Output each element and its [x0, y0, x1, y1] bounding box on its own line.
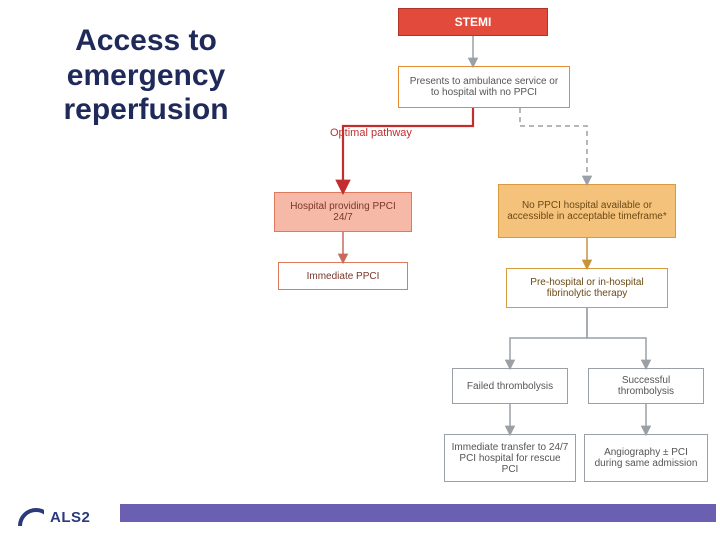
node-success: Successful thrombolysis [588, 368, 704, 404]
node-immediate_ppci: Immediate PPCI [278, 262, 408, 290]
node-fibrinolytic: Pre-hospital or in-hospital fibrinolytic… [506, 268, 668, 308]
node-hosp247: Hospital providing PPCI 24/7 [274, 192, 412, 232]
edge-fibrinolytic-failed [510, 308, 587, 368]
node-angiography: Angiography ± PCI during same admission [584, 434, 708, 482]
footer-logo: ALS2 [18, 508, 90, 526]
optimal-pathway-label: Optimal pathway [330, 127, 412, 139]
node-presents: Presents to ambulance service or to hosp… [398, 66, 570, 108]
edge-presents-hosp247 [343, 108, 473, 192]
edge-presents-no_ppci [520, 108, 587, 184]
node-failed: Failed thrombolysis [452, 368, 568, 404]
edge-fibrinolytic-success [587, 308, 646, 368]
node-no_ppci: No PPCI hospital available or accessible… [498, 184, 676, 238]
node-stemi: STEMI [398, 8, 548, 36]
node-rescue: Immediate transfer to 24/7 PCI hospital … [444, 434, 576, 482]
logo-arc-icon [18, 508, 44, 526]
logo-text: ALS2 [50, 509, 90, 526]
footer-accent-bar [120, 504, 716, 522]
slide-title: Access toemergencyreperfusion [36, 24, 256, 128]
